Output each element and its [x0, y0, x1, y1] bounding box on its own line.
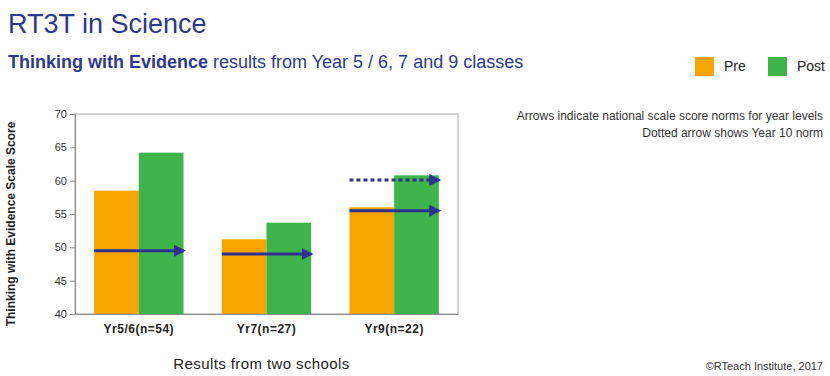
y-tick-mark — [70, 114, 75, 115]
annotation: Dotted arrow shows Year 10 norm — [642, 126, 823, 140]
x-tick-label: Yr9(n=22) — [364, 322, 424, 336]
norm-arrow — [349, 209, 438, 212]
y-tick-label: 55 — [55, 208, 67, 220]
subtitle-part: Thinking with Evidence — [8, 52, 208, 72]
y-tick-label: 40 — [55, 308, 67, 320]
y-tick-label: 70 — [55, 108, 67, 120]
legend: Pre Post — [695, 57, 825, 76]
annotations: Arrows indicate national scale score nor… — [517, 109, 823, 372]
y-tick: 70 — [55, 108, 75, 120]
y-tick-label: 65 — [55, 141, 67, 153]
title: RT3T in Science — [8, 9, 207, 39]
x-tick-label: Yr5/6(n=54) — [104, 322, 175, 336]
y-tick-label: 50 — [55, 241, 67, 253]
annotation: Arrows indicate national scale score nor… — [517, 109, 823, 123]
norm-arrows — [94, 211, 439, 254]
x-tick: Yr9(n=22) — [364, 314, 424, 336]
subtitle-part: results from Year 5 / 6, 7 and 9 classes — [208, 52, 523, 72]
y-axis-title: Thinking with Evidence Scale Score — [4, 121, 18, 326]
bar — [222, 239, 267, 314]
x-axis: Yr5/6(n=54) Yr7(n=27) Yr9(n=22) — [76, 314, 459, 336]
legend-swatch — [695, 57, 714, 76]
bar — [267, 223, 312, 314]
y-tick-mark — [70, 314, 75, 315]
y-axis-line — [75, 115, 76, 315]
y-tick: 65 — [55, 141, 75, 153]
bar — [394, 175, 439, 314]
y-tick-mark — [70, 181, 75, 182]
y-tick-mark — [70, 247, 75, 248]
y-tick-mark — [70, 147, 75, 148]
norm-arrow — [222, 253, 311, 256]
bar — [94, 191, 139, 314]
year10-norm-arrows — [349, 180, 438, 181]
subtitle: Thinking with Evidence results from Year… — [8, 52, 523, 72]
x-axis-title: Results from two schools — [173, 355, 349, 372]
y-tick-mark — [70, 281, 75, 282]
year10-norm-arrow — [349, 179, 438, 182]
chart: RT3T in Science Thinking with Evidence re… — [0, 0, 830, 376]
bar — [139, 153, 184, 314]
y-tick-label: 45 — [55, 275, 67, 287]
y-tick-label: 60 — [55, 175, 67, 187]
y-tick: 50 — [55, 241, 75, 253]
y-tick: 45 — [55, 275, 75, 287]
norm-arrow — [94, 249, 183, 252]
legend-swatch — [768, 57, 787, 76]
legend-label: Pre — [724, 58, 746, 74]
copyright: ©RTeach Institute, 2017 — [706, 360, 823, 372]
x-axis-line — [76, 314, 459, 315]
plot-frame — [75, 114, 458, 314]
y-tick-mark — [70, 214, 75, 215]
y-tick: 40 — [55, 308, 75, 320]
y-tick: 55 — [55, 208, 75, 220]
y-tick: 60 — [55, 175, 75, 187]
legend-label: Post — [797, 58, 825, 74]
x-tick: Yr7(n=27) — [237, 314, 297, 336]
plot-marks — [94, 153, 439, 314]
x-tick-label: Yr7(n=27) — [237, 322, 297, 336]
x-tick: Yr5/6(n=54) — [104, 314, 175, 336]
y-axis: 40 45 50 55 60 65 70 — [55, 108, 76, 320]
bar-series — [139, 153, 439, 314]
bar — [349, 207, 394, 314]
